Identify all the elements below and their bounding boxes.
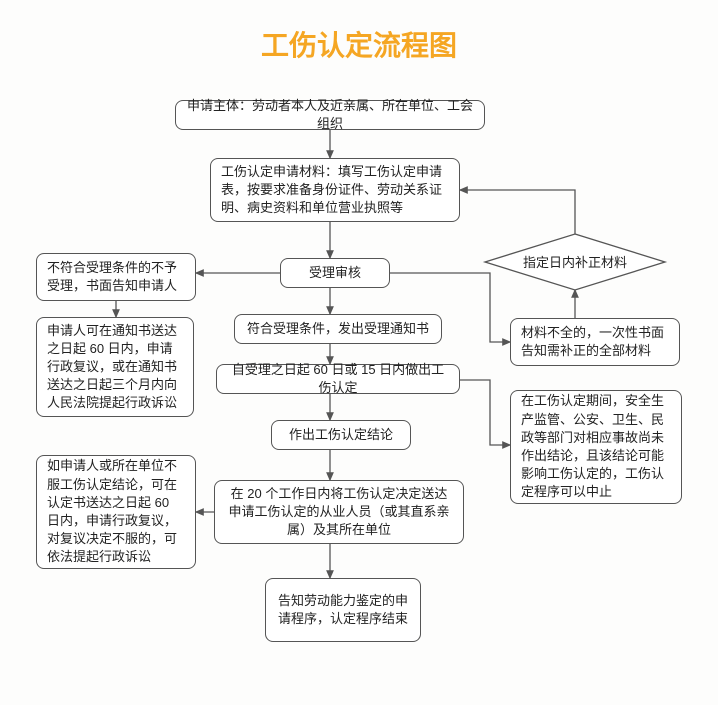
node-n6: 自受理之日起 60 日或 15 日内做出工伤认定: [216, 364, 460, 394]
decision-diamond: [485, 234, 665, 290]
node-n3: 受理审核: [280, 258, 390, 288]
edge-13: [460, 380, 510, 445]
flowchart-canvas: 工伤认定流程图 指定日内补正材料 申请主体：劳动者本人及近亲属、所在单位、工会组…: [0, 0, 718, 705]
node-n1: 申请主体：劳动者本人及近亲属、所在单位、工会组织: [175, 100, 485, 130]
decision-label: 指定日内补正材料: [523, 255, 627, 270]
node-n10: 申请人可在通知书送达之日起 60 日内，申请行政复议，或在通知书送达之日起三个月…: [36, 317, 194, 417]
node-n12: 材料不全的，一次性书面告知需补正的全部材料: [510, 318, 680, 366]
node-n5: 符合受理条件，发出受理通知书: [234, 314, 442, 344]
node-n8: 在 20 个工作日内将工伤认定决定送达申请工伤认定的从业人员（或其直系亲属）及其…: [214, 480, 464, 544]
node-n2: 工伤认定申请材料：填写工伤认定申请表，按要求准备身份证件、劳动关系证明、病史资料…: [210, 158, 460, 222]
node-n7: 作出工伤认定结论: [271, 420, 411, 450]
chart-title: 工伤认定流程图: [0, 24, 718, 64]
node-n13: 在工伤认定期间，安全生产监管、公安、卫生、民政等部门对相应事故尚未作出结论，且该…: [510, 390, 682, 504]
node-n4: 不符合受理条件的不予受理，书面告知申请人: [36, 253, 196, 301]
edge-12: [460, 190, 575, 234]
node-n9: 告知劳动能力鉴定的申请程序，认定程序结束: [265, 578, 421, 642]
node-n11: 如申请人或所在单位不服工伤认定结论，可在认定书送达之日起 60 日内，申请行政复…: [36, 455, 196, 569]
